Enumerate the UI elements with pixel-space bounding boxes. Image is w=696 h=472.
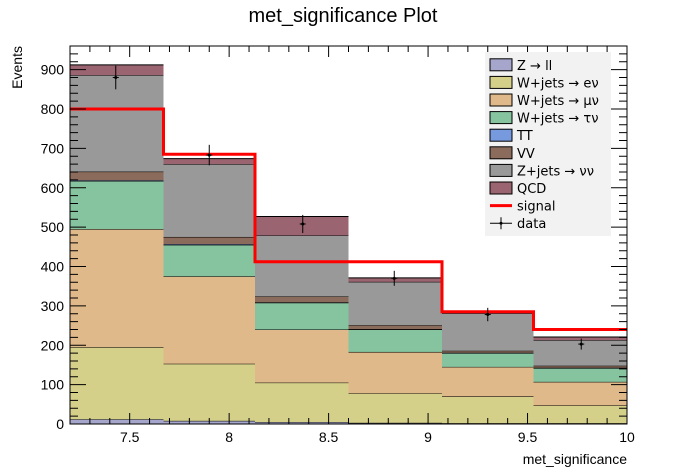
- legend-swatch-7: [489, 181, 513, 195]
- bar-5-0: [70, 171, 164, 181]
- legend-label-1: W+jets → eν: [517, 76, 599, 91]
- bar-1-0: [70, 347, 164, 420]
- bar-0-3: [348, 422, 442, 424]
- legend-label-8: signal: [517, 200, 555, 215]
- bar-2-0: [70, 229, 164, 348]
- legend-label-4: TT: [516, 129, 533, 144]
- bar-3-4: [441, 353, 534, 367]
- y-tick-label: 100: [41, 377, 65, 393]
- legend-swatch-dot-9: [499, 221, 503, 225]
- data-point-1: [207, 153, 211, 157]
- legend-swatch-6: [489, 163, 513, 177]
- y-tick-label: 300: [41, 298, 65, 314]
- bar-5-3: [348, 325, 442, 330]
- legend-swatch-5: [489, 146, 513, 160]
- data-point-0: [114, 76, 118, 79]
- bar-7-2: [255, 216, 349, 236]
- y-tick-label: 500: [41, 219, 65, 235]
- legend-label-2: W+jets → μν: [517, 94, 599, 109]
- bar-5-4: [441, 350, 534, 353]
- stacked-histogram: [70, 64, 627, 424]
- bar-5-1: [163, 236, 256, 245]
- x-tick-label: 7.5: [120, 429, 140, 445]
- chart-title: met_significance Plot: [249, 5, 438, 27]
- bar-3-5: [533, 368, 627, 382]
- bar-7-3: [348, 277, 442, 282]
- bar-2-3: [348, 351, 442, 394]
- y-tick-label: 600: [41, 180, 65, 196]
- y-tick-label: 900: [41, 62, 65, 78]
- x-tick-label: 10: [619, 429, 635, 445]
- bar-2-1: [163, 276, 256, 364]
- data-point-5: [579, 342, 583, 346]
- x-tick-labels: 7.5 8 8.5 9 9.5 10: [120, 429, 635, 445]
- bar-6-2: [255, 235, 349, 297]
- bar-6-1: [163, 164, 256, 237]
- bar-6-0: [70, 75, 164, 172]
- bar-7-5: [533, 336, 627, 341]
- y-tick-label: 800: [41, 101, 65, 117]
- signal-line: [70, 107, 627, 331]
- bar-5-5: [533, 365, 627, 368]
- legend-label-7: QCD: [517, 182, 546, 197]
- x-tick-label: 8.5: [319, 429, 339, 445]
- bar-3-0: [70, 181, 164, 230]
- x-tick-label: 9: [424, 429, 432, 445]
- legend-label-5: VV: [517, 147, 535, 162]
- bar-2-4: [441, 366, 534, 397]
- bar-7-0: [70, 64, 164, 76]
- bar-3-1: [163, 244, 256, 277]
- bar-0-0: [70, 419, 164, 424]
- legend-label-3: W+jets → τν: [517, 112, 598, 127]
- data-point-3: [392, 276, 396, 280]
- data-point-4: [486, 313, 490, 317]
- legend-swatch-3: [489, 111, 513, 125]
- bar-1-2: [255, 382, 349, 423]
- legend-swatch-0: [489, 58, 513, 72]
- legend-label-9: data: [517, 217, 546, 232]
- bar-2-2: [255, 329, 349, 383]
- y-tick-label: 700: [41, 140, 65, 156]
- data-point-2: [301, 222, 305, 226]
- legend: Z → ll W+jets → eν W+jets → μν W+jets → τν T…: [485, 52, 611, 236]
- bar-5-2: [255, 296, 349, 303]
- bar-6-3: [348, 281, 442, 326]
- y-tick-label: 400: [41, 259, 65, 275]
- y-tick-label: 0: [56, 416, 64, 432]
- bar-2-5: [533, 381, 627, 406]
- y-tick-labels: 0 100 200 300 400 500 600 700 800 900: [41, 62, 65, 432]
- bar-1-5: [533, 405, 627, 424]
- signal-line-group: [70, 107, 627, 331]
- data-points-group: [112, 65, 585, 350]
- legend-swatch-2: [489, 93, 513, 107]
- x-tick-label: 8: [225, 429, 233, 445]
- axis-ticks: [69, 46, 628, 425]
- legend-swatch-1: [489, 75, 513, 89]
- bar-3-2: [255, 302, 349, 330]
- x-axis-title: met_significance: [523, 451, 627, 467]
- legend-swatch-4: [489, 128, 513, 142]
- bar-3-3: [348, 329, 442, 352]
- y-axis-title: Events: [9, 46, 25, 89]
- bar-1-1: [163, 363, 256, 421]
- bar-1-3: [348, 393, 442, 423]
- y-tick-label: 200: [41, 337, 65, 353]
- legend-label-6: Z+jets → νν: [517, 164, 594, 179]
- bar-0-2: [255, 422, 349, 424]
- x-tick-label: 9.5: [518, 429, 538, 445]
- legend-label-0: Z → ll: [517, 59, 552, 74]
